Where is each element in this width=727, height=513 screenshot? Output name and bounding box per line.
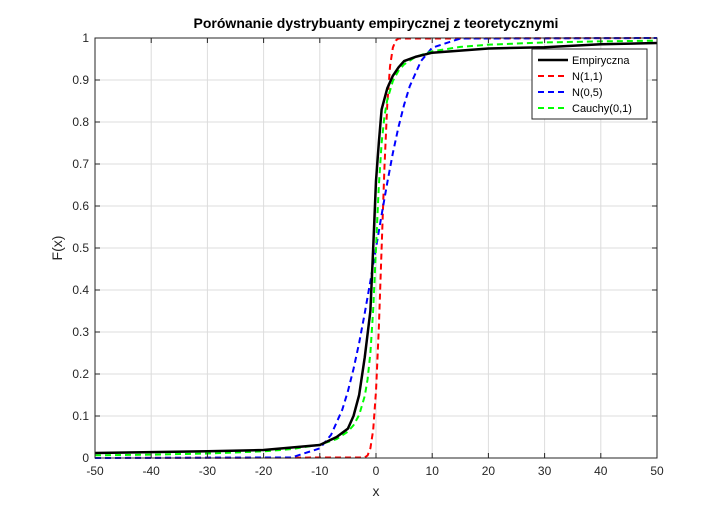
legend-label: N(0,5) bbox=[572, 87, 603, 99]
x-tick-label: 30 bbox=[538, 464, 552, 478]
y-tick-label: 0.5 bbox=[72, 241, 89, 255]
series-line-empiryczna bbox=[94, 41, 658, 455]
series-line-n-0-5 bbox=[94, 37, 658, 459]
x-axis-label: x bbox=[373, 483, 380, 499]
y-tick-label: 1 bbox=[82, 31, 89, 45]
chart-title: Porównanie dystrybuanty empirycznej z te… bbox=[194, 15, 559, 31]
y-tick-label: 0 bbox=[82, 451, 89, 465]
x-tick-label: 10 bbox=[426, 464, 440, 478]
x-tick-label: 20 bbox=[482, 464, 496, 478]
x-tick-label: 50 bbox=[650, 464, 664, 478]
y-tick-label: 0.7 bbox=[72, 157, 89, 171]
legend: Empiryczna N(1,1) N(0,5) Cauchy(0,1) bbox=[531, 48, 648, 120]
x-tick-label: 40 bbox=[594, 464, 608, 478]
y-tick-labels: 0 0.1 0.2 0.3 0.4 0.5 0.6 0.7 0.8 0.9 1 bbox=[72, 31, 89, 465]
x-tick-label: -50 bbox=[86, 464, 104, 478]
y-axis-label: F(x) bbox=[49, 236, 65, 261]
x-tick-label: 0 bbox=[373, 464, 380, 478]
axis-ticks bbox=[94, 37, 658, 459]
series-lines bbox=[94, 37, 658, 459]
x-tick-labels: -50 -40 -30 -20 -10 0 10 20 30 40 50 bbox=[86, 464, 664, 478]
series-line-n-1-1 bbox=[94, 37, 658, 459]
y-tick-label: 0.6 bbox=[72, 199, 89, 213]
x-tick-label: -40 bbox=[143, 464, 161, 478]
y-tick-label: 0.4 bbox=[72, 283, 89, 297]
legend-label: Empiryczna bbox=[572, 55, 630, 67]
y-tick-label: 0.3 bbox=[72, 325, 89, 339]
y-tick-label: 0.9 bbox=[72, 73, 89, 87]
y-tick-label: 0.1 bbox=[72, 409, 89, 423]
x-tick-label: -10 bbox=[311, 464, 329, 478]
x-tick-label: -30 bbox=[199, 464, 217, 478]
y-tick-label: 0.8 bbox=[72, 115, 89, 129]
legend-label: N(1,1) bbox=[572, 71, 603, 83]
y-tick-label: 0.2 bbox=[72, 367, 89, 381]
legend-label: Cauchy(0,1) bbox=[572, 103, 632, 115]
x-tick-label: -20 bbox=[255, 464, 273, 478]
